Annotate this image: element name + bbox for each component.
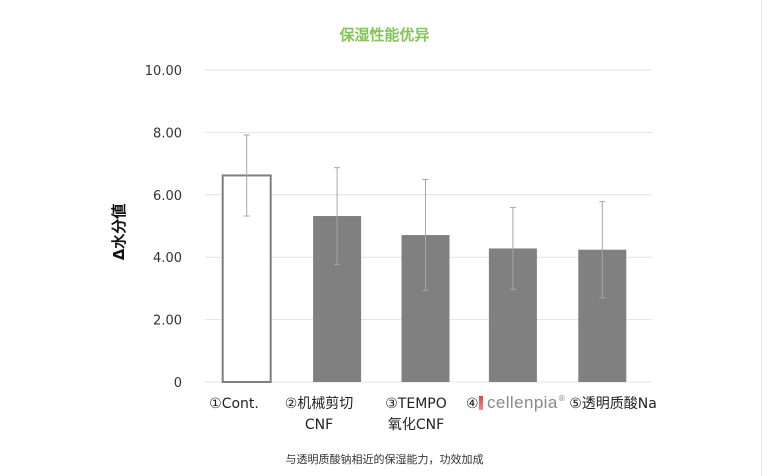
page-edge-divider	[761, 0, 762, 476]
registered-mark: ®	[557, 394, 566, 403]
logo-text: cellenpia	[487, 393, 558, 412]
y-tick-label: 0	[174, 376, 182, 391]
x-tick-label-line2: 氧化CNF	[388, 417, 444, 433]
y-tick-labels: 0 2.00 4.00 6.00 8.00 10.00	[145, 64, 182, 391]
x-tick-label-line2: CNF	[305, 417, 333, 433]
error-bars	[243, 134, 606, 299]
x-tick-label: ②机械剪切	[285, 396, 354, 412]
logo-mark-icon	[479, 396, 483, 410]
cellenpia-logo: cellenpia ®	[479, 392, 566, 414]
x-tick-label: ⑤透明质酸Na	[569, 396, 657, 412]
x-tick-label: ③TEMPO	[385, 396, 447, 412]
x-tick-label: ①Cont.	[209, 396, 259, 412]
x-tick-labels: ①Cont. ②机械剪切 CNF ③TEMPO 氧化CNF ④ ⑤透明质酸Na	[209, 396, 657, 433]
chart-title: 保湿性能优异	[339, 26, 430, 44]
y-tick-label: 8.00	[153, 126, 182, 141]
y-tick-label: 2.00	[153, 314, 182, 329]
y-tick-label: 4.00	[153, 251, 182, 266]
y-tick-label: 10.00	[145, 64, 182, 79]
x-tick-label: ④	[466, 396, 479, 412]
y-tick-label: 6.00	[153, 189, 182, 204]
y-axis-label: Δ水分値	[110, 204, 128, 261]
chart-caption: 与透明质酸钠相近的保湿能力，功效加成	[285, 453, 484, 466]
bars	[221, 174, 627, 383]
